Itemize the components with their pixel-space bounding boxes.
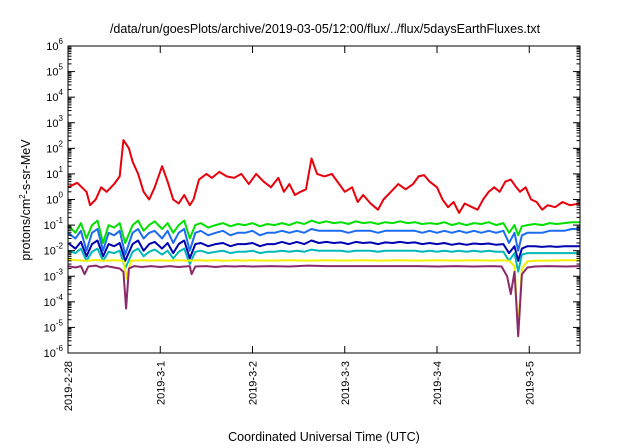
series-line-1 <box>67 139 581 214</box>
series-line-7 <box>67 264 581 338</box>
y-tick-label: 10-5 <box>44 318 64 334</box>
y-tick-label: 10-6 <box>44 344 64 360</box>
series-line-4 <box>67 239 580 262</box>
series-line-2 <box>67 219 580 244</box>
series-line-5 <box>67 247 580 273</box>
ticks-layer: 10-6 10-5 10-4 10-3 10-2 10-1 100 101 102 103 104 1… <box>44 37 580 411</box>
x-axis-label: Coordinated Universal Time (UTC) <box>228 430 420 444</box>
x-tick-label: 2019-3-5 <box>524 361 536 405</box>
y-tick-label: 106 <box>46 37 63 53</box>
y-tick-label: 105 <box>46 63 63 79</box>
plot-frame <box>67 45 581 354</box>
y-tick-label: 100 <box>46 191 63 207</box>
chart-title: /data/run/goesPlots/archive/2019-03-05/1… <box>110 22 541 36</box>
x-tick-label: 2019-3-3 <box>340 361 352 405</box>
x-tick-label: 2019-2-28 <box>63 361 75 411</box>
y-tick-label: 103 <box>46 114 63 130</box>
y-tick-label: 102 <box>46 139 63 155</box>
y-tick-label: 101 <box>46 165 63 181</box>
y-tick-label: 10-4 <box>44 293 64 309</box>
y-tick-label: 104 <box>46 88 63 104</box>
y-tick-label: 10-1 <box>44 216 64 232</box>
y-axis-label: protons/cm2-s-sr-MeV <box>18 139 33 261</box>
series-line-3 <box>67 228 580 256</box>
x-tick-label: 2019-3-2 <box>248 361 260 405</box>
y-tick-label: 10-2 <box>44 242 64 258</box>
x-tick-label: 2019-3-4 <box>432 361 444 405</box>
x-tick-label: 2019-3-1 <box>155 361 167 405</box>
series-layer <box>67 139 581 338</box>
y-tick-label: 10-3 <box>44 267 64 283</box>
